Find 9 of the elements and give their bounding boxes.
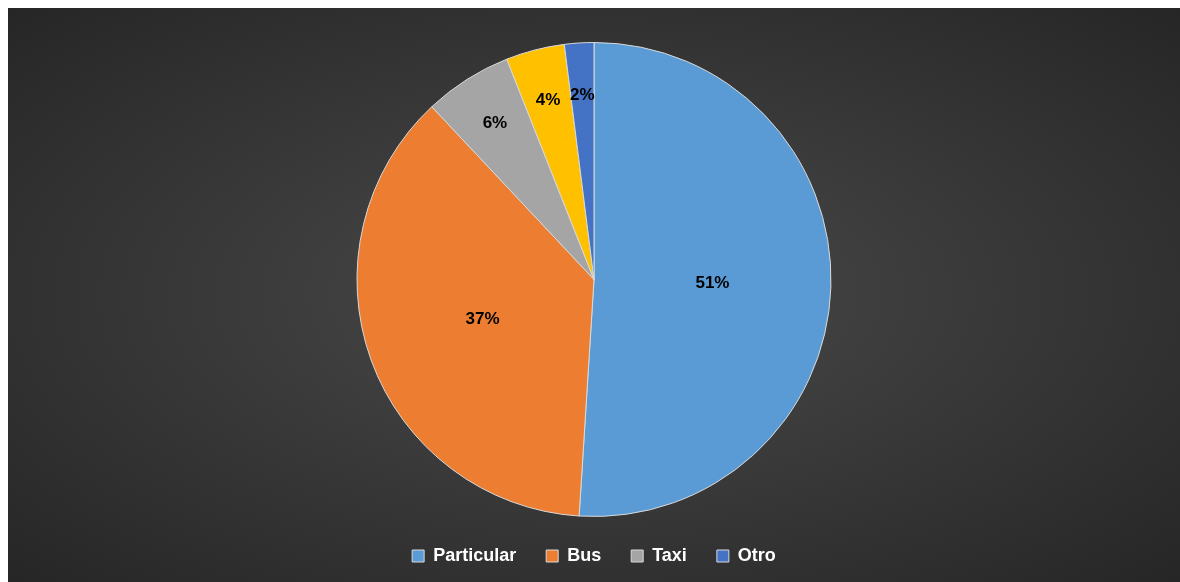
data-label: 51% — [695, 272, 730, 292]
legend-label: Otro — [737, 544, 776, 565]
legend-label: Bus — [567, 544, 602, 565]
data-label: 6% — [482, 113, 508, 133]
data-label: 2% — [570, 84, 595, 104]
legend-label: Particular — [433, 544, 517, 565]
data-label: 37% — [465, 309, 500, 329]
legend-label: Taxi — [652, 544, 687, 565]
data-label: 4% — [535, 90, 561, 110]
